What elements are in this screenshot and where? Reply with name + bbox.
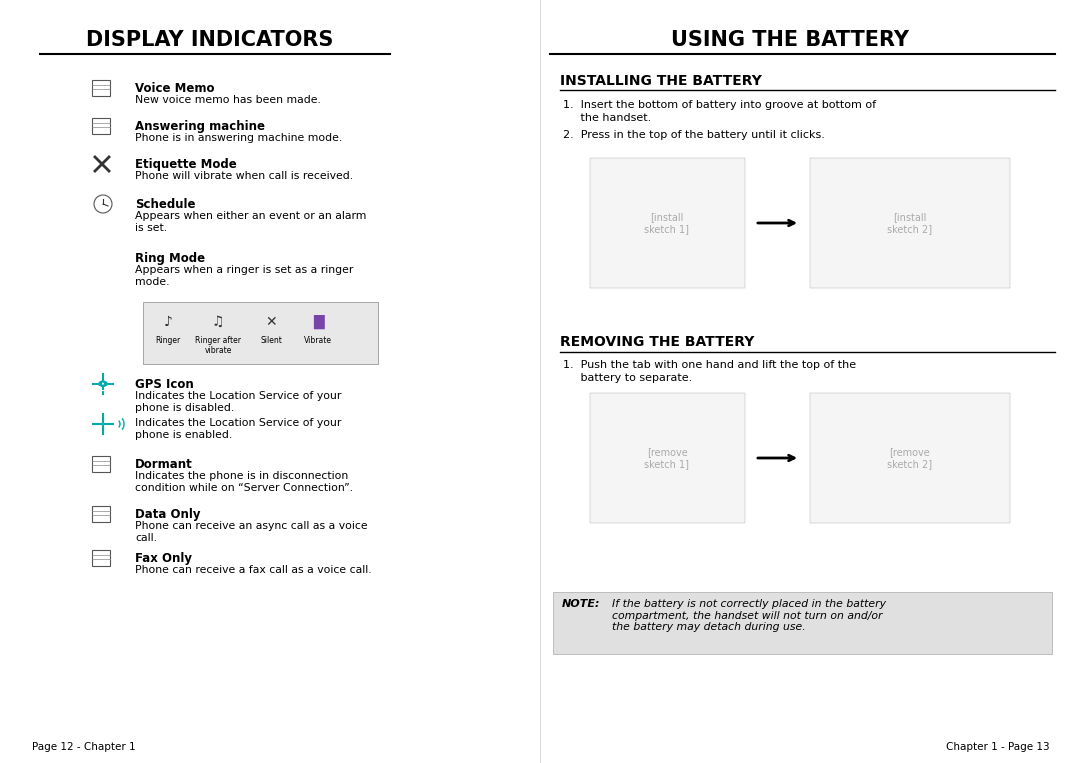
- Text: battery to separate.: battery to separate.: [563, 373, 692, 383]
- Bar: [92, 80, 110, 96]
- Text: [install
sketch 2]: [install sketch 2]: [888, 212, 932, 233]
- Text: Silent: Silent: [260, 336, 282, 345]
- Bar: [810, 393, 1010, 523]
- Bar: [553, 592, 1052, 654]
- Text: Page 12 - Chapter 1: Page 12 - Chapter 1: [32, 742, 136, 752]
- Text: Ring Mode: Ring Mode: [135, 252, 205, 265]
- Text: 1.  Push the tab with one hand and lift the top of the: 1. Push the tab with one hand and lift t…: [563, 360, 856, 370]
- Text: Answering machine: Answering machine: [135, 120, 265, 133]
- Text: Appears when a ringer is set as a ringer
mode.: Appears when a ringer is set as a ringer…: [135, 265, 353, 287]
- Text: ✕: ✕: [266, 315, 276, 329]
- Bar: [810, 158, 1010, 288]
- Bar: [590, 158, 745, 288]
- Text: Fax Only: Fax Only: [135, 552, 192, 565]
- Circle shape: [94, 195, 112, 213]
- Text: NOTE:: NOTE:: [562, 599, 600, 609]
- Bar: [143, 302, 378, 364]
- Bar: [92, 550, 110, 566]
- Bar: [92, 456, 110, 472]
- Text: Indicates the phone is in disconnection
condition while on “Server Connection”.: Indicates the phone is in disconnection …: [135, 471, 353, 493]
- Text: Ringer after
vibrate: Ringer after vibrate: [195, 336, 241, 356]
- Text: REMOVING THE BATTERY: REMOVING THE BATTERY: [561, 335, 754, 349]
- Text: Indicates the Location Service of your
phone is disabled.: Indicates the Location Service of your p…: [135, 391, 341, 413]
- Text: USING THE BATTERY: USING THE BATTERY: [671, 30, 909, 50]
- Text: Appears when either an event or an alarm
is set.: Appears when either an event or an alarm…: [135, 211, 366, 233]
- Text: [remove
sketch 2]: [remove sketch 2]: [888, 447, 932, 468]
- Text: the handset.: the handset.: [563, 113, 651, 123]
- Text: Phone can receive a fax call as a voice call.: Phone can receive a fax call as a voice …: [135, 565, 372, 575]
- Text: INSTALLING THE BATTERY: INSTALLING THE BATTERY: [561, 74, 761, 88]
- Text: New voice memo has been made.: New voice memo has been made.: [135, 95, 321, 105]
- Text: Phone is in answering machine mode.: Phone is in answering machine mode.: [135, 133, 342, 143]
- Text: Dormant: Dormant: [135, 458, 192, 471]
- Bar: [590, 393, 745, 523]
- Text: Ringer: Ringer: [156, 336, 180, 345]
- Text: Etiquette Mode: Etiquette Mode: [135, 158, 237, 171]
- Text: Schedule: Schedule: [135, 198, 195, 211]
- Text: Phone can receive an async call as a voice
call.: Phone can receive an async call as a voi…: [135, 521, 367, 542]
- Text: ♫: ♫: [212, 315, 225, 329]
- Text: Chapter 1 - Page 13: Chapter 1 - Page 13: [946, 742, 1050, 752]
- Text: Indicates the Location Service of your
phone is enabled.: Indicates the Location Service of your p…: [135, 418, 341, 439]
- Text: Phone will vibrate when call is received.: Phone will vibrate when call is received…: [135, 171, 353, 181]
- Bar: [92, 506, 110, 522]
- Text: GPS Icon: GPS Icon: [135, 378, 193, 391]
- Text: ♪: ♪: [163, 315, 173, 329]
- Text: [install
sketch 1]: [install sketch 1]: [645, 212, 689, 233]
- Text: 2.  Press in the top of the battery until it clicks.: 2. Press in the top of the battery until…: [563, 130, 825, 140]
- Text: █: █: [313, 315, 323, 329]
- Text: 1.  Insert the bottom of battery into groove at bottom of: 1. Insert the bottom of battery into gro…: [563, 100, 876, 110]
- Text: Data Only: Data Only: [135, 508, 201, 521]
- Text: DISPLAY INDICATORS: DISPLAY INDICATORS: [86, 30, 334, 50]
- Text: Voice Memo: Voice Memo: [135, 82, 215, 95]
- Text: If the battery is not correctly placed in the battery
compartment, the handset w: If the battery is not correctly placed i…: [612, 599, 886, 633]
- Bar: [92, 118, 110, 134]
- Text: [remove
sketch 1]: [remove sketch 1]: [645, 447, 689, 468]
- Text: Vibrate: Vibrate: [303, 336, 332, 345]
